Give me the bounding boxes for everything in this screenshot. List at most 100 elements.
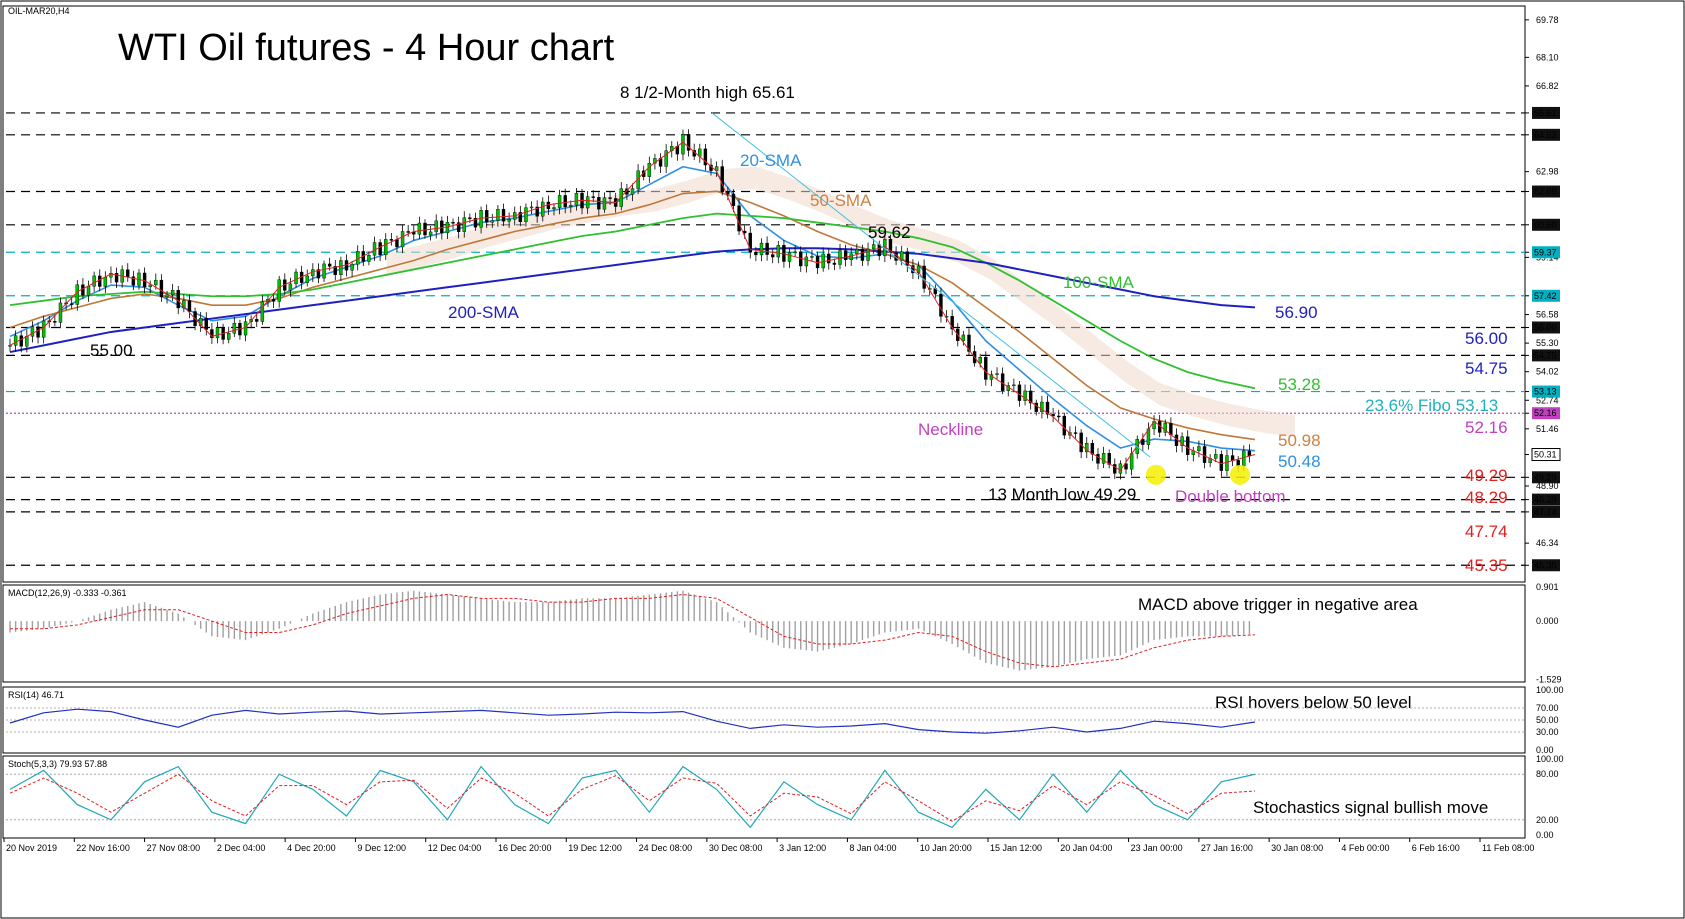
candle-body <box>468 217 472 219</box>
candle-body <box>995 373 999 375</box>
panel-tick-RSI: 30.00 <box>1536 727 1559 737</box>
candle-body <box>838 250 842 265</box>
level-axis-label: 56.00 <box>1534 322 1557 332</box>
candle-body <box>1163 423 1167 433</box>
candle-body <box>86 286 91 296</box>
current-price-label: 50.31 <box>1534 450 1557 460</box>
candle-body <box>557 195 562 208</box>
candle-body <box>204 318 208 330</box>
level-axis-label: 57.42 <box>1534 291 1557 301</box>
level-axis-label: 49.29 <box>1534 472 1557 482</box>
candle-body <box>944 316 949 318</box>
candle-body <box>423 222 427 236</box>
candle-body <box>496 209 500 221</box>
double-bottom-marker-1 <box>1146 464 1166 485</box>
level-axis-box <box>1532 106 1560 119</box>
candle-body <box>103 276 108 287</box>
x-tick-label: 3 Jan 12:00 <box>779 843 826 853</box>
macd-tick: -1.529 <box>1536 674 1562 684</box>
candle-body <box>36 326 40 338</box>
candle-body <box>114 272 119 283</box>
candle-body <box>1051 414 1055 417</box>
candle-body <box>529 206 534 209</box>
candle-body <box>686 134 691 151</box>
level-axis-label: 54.75 <box>1534 350 1557 360</box>
candle-body <box>187 300 192 312</box>
annotation-13: 52.16 <box>1465 418 1508 437</box>
candle-body <box>552 207 556 210</box>
candle-body <box>126 269 130 277</box>
level-axis-label: 53.13 <box>1534 387 1557 397</box>
panel-tick-RSI: 50.00 <box>1536 715 1559 725</box>
candle-body <box>1034 402 1038 412</box>
candle-body <box>159 279 164 298</box>
candle-body <box>1169 423 1173 436</box>
candle-body <box>916 265 921 274</box>
candle-body <box>1079 432 1083 453</box>
candle-body <box>400 231 405 248</box>
candle-body <box>255 318 259 322</box>
annotation-11: 23.6% Fibo 53.13 <box>1365 396 1498 415</box>
candle-body <box>787 252 792 262</box>
level-axis-box <box>1532 471 1560 484</box>
candle-body <box>877 244 881 257</box>
annotation-19: 48.29 <box>1465 488 1508 507</box>
candle-body <box>591 196 595 198</box>
candle-body <box>574 192 579 206</box>
candle-body <box>316 269 321 279</box>
candle-body <box>1057 415 1061 418</box>
candle-body <box>664 150 668 167</box>
candle-body <box>473 218 478 228</box>
candle-body <box>1101 453 1106 464</box>
candle-body <box>92 275 96 287</box>
annotation-10: 53.28 <box>1278 375 1321 394</box>
candle-body <box>327 263 332 267</box>
candle-body <box>961 334 966 341</box>
candle-body <box>939 293 943 317</box>
level-axis-box <box>1532 505 1560 518</box>
stoch-k-line <box>9 765 1256 829</box>
candle-body <box>154 279 158 286</box>
candle-body <box>793 251 797 254</box>
candle-body <box>490 220 494 223</box>
panel-note-MACD: MACD above trigger in negative area <box>1138 595 1418 614</box>
candle-body <box>602 197 607 210</box>
candle-body <box>305 275 309 283</box>
price-tick-label: 68.10 <box>1536 52 1559 62</box>
candle-body <box>978 357 982 364</box>
annotation-3: 59.62 <box>868 223 911 242</box>
candle-body <box>771 254 775 258</box>
x-tick-label: 16 Dec 20:00 <box>498 843 552 853</box>
panel-tick-RSI: 100.00 <box>1536 685 1564 695</box>
candle-body <box>58 302 63 323</box>
candle-body <box>98 275 102 287</box>
candle-body <box>1202 446 1207 463</box>
price-tick-label: 46.34 <box>1536 538 1559 548</box>
candle-body <box>1219 454 1224 471</box>
price-tick-label: 54.02 <box>1536 367 1559 377</box>
candle-body <box>451 222 455 224</box>
panel-tick-Stochastics: 20.00 <box>1536 815 1559 825</box>
panel-tick-Stochastics: 80.00 <box>1536 769 1559 779</box>
candle-body <box>866 248 870 261</box>
panel-tick-RSI: 70.00 <box>1536 703 1559 713</box>
candle-body <box>1242 450 1246 467</box>
rsi-line <box>9 708 1256 734</box>
annotation-1: 20-SMA <box>740 151 802 170</box>
candle-body <box>350 264 354 271</box>
candle-body <box>810 256 814 258</box>
price-tick-label: 51.46 <box>1536 424 1559 434</box>
candle-body <box>260 301 265 322</box>
candle-body <box>384 239 388 255</box>
level-axis-box <box>1532 128 1560 141</box>
candle-body <box>1085 443 1089 453</box>
candle-body <box>30 326 35 337</box>
panel-tick-Stochastics: 0.00 <box>1536 830 1554 840</box>
series-line-100-SMA <box>9 212 1256 390</box>
candle-body <box>541 201 545 217</box>
level-axis-box <box>1532 185 1560 198</box>
x-tick-label: 11 Feb 08:00 <box>1482 843 1534 853</box>
price-tick-label: 52.74 <box>1536 395 1559 405</box>
x-tick-label: 22 Nov 16:00 <box>76 843 130 853</box>
